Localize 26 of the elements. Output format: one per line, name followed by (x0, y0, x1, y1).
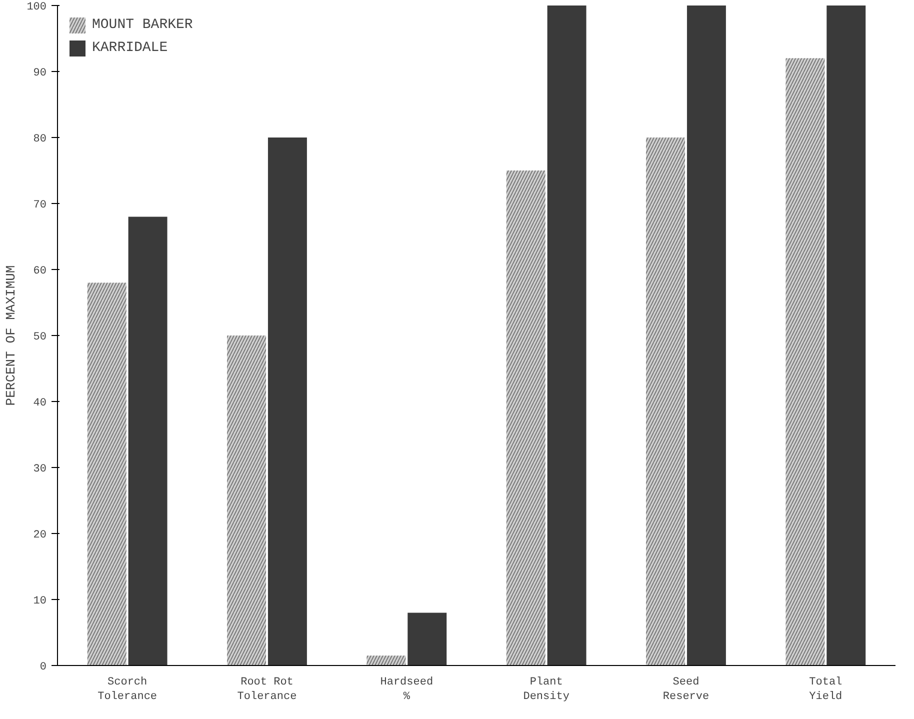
y-axis-title: PERCENT OF MAXIMUM (4, 265, 19, 406)
x-tick-label: Hardseed % (380, 676, 434, 703)
bar (686, 6, 726, 666)
y-tick-label: 90 (33, 68, 46, 80)
y-tick-label: 20 (33, 530, 46, 542)
y-tick-label: 70 (33, 200, 46, 212)
bar (128, 216, 168, 666)
y-tick-label: 100 (26, 2, 47, 14)
x-tick-label: Plant Density (523, 676, 570, 703)
bar (268, 138, 307, 666)
y-tick-label: 60 (33, 266, 46, 278)
bar (826, 6, 866, 666)
bar (547, 6, 586, 666)
y-tick-label: 80 (33, 134, 46, 146)
legend-label: MOUNT BARKER (92, 17, 193, 33)
x-tick-label: Scorch Tolerance (98, 676, 158, 703)
y-tick-label: 40 (33, 398, 46, 410)
x-tick-label: Seed Reserve (662, 676, 710, 703)
y-tick-label: 50 (33, 332, 46, 344)
y-tick-label: 30 (33, 464, 46, 476)
legend-label: KARRIDALE (92, 40, 168, 56)
bar (408, 612, 447, 666)
y-tick-label: 10 (33, 596, 46, 608)
x-tick-label: Root Rot Tolerance (237, 676, 297, 703)
x-tick-label: Total Yield (809, 676, 842, 703)
y-tick-label: 0 (40, 662, 47, 674)
